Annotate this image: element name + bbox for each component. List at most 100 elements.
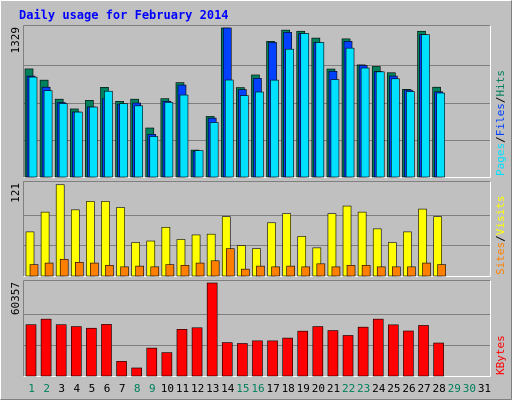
sites-bar <box>165 264 175 277</box>
kbytes-bar <box>282 337 293 377</box>
kbytes-bar <box>131 367 142 377</box>
legend-label-bottom: KBytes <box>494 335 507 375</box>
sites-bar <box>376 266 386 277</box>
day-label: 20 <box>312 382 325 395</box>
legend-label-middle: Sites/Visits <box>494 196 507 276</box>
pages-bar <box>240 95 249 178</box>
panel-bottom <box>23 280 491 377</box>
sites-bar <box>271 266 280 277</box>
pages-bar <box>89 106 98 178</box>
day-label: 14 <box>221 382 235 395</box>
kbytes-bar <box>342 335 354 377</box>
pages-bar <box>406 91 415 178</box>
pages-bar <box>330 79 340 178</box>
kbytes-bar <box>312 326 324 377</box>
pages-bar <box>194 150 204 178</box>
pages-bar <box>345 47 355 178</box>
day-label: 7 <box>119 382 126 395</box>
day-label: 15 <box>236 382 249 395</box>
sites-bar <box>180 265 190 277</box>
legend-part: Hits <box>494 70 507 97</box>
sites-bar <box>195 262 205 277</box>
day-label: 2 <box>43 382 50 395</box>
day-label: 23 <box>357 382 370 395</box>
pages-bar <box>270 79 279 178</box>
sites-bar <box>422 262 431 277</box>
day-label: 22 <box>342 382 355 395</box>
legend-part: Pages <box>494 143 507 176</box>
panel-middle <box>23 181 491 277</box>
pages-bar <box>255 91 264 178</box>
sites-bar <box>150 266 160 277</box>
sites-bar <box>44 262 54 277</box>
pages-bar <box>58 103 68 178</box>
kbytes-bar <box>101 324 112 377</box>
visits-bar <box>116 207 125 277</box>
day-label: 19 <box>297 382 310 395</box>
sites-bar <box>346 265 356 277</box>
pages-bar <box>209 122 219 178</box>
pages-bar <box>315 42 325 178</box>
day-label: 31 <box>478 382 491 395</box>
sites-bar <box>120 266 129 277</box>
legend-part: Sites <box>494 242 507 275</box>
legend-part: KBytes <box>494 335 507 375</box>
day-label: 5 <box>89 382 96 395</box>
legend-part: Visits <box>494 196 507 236</box>
chart-title: Daily usage for February 2014 <box>19 8 229 22</box>
legend-part: / <box>494 97 507 104</box>
kbytes-bar <box>55 324 67 377</box>
legend-part: / <box>494 235 507 242</box>
sites-bar <box>241 268 250 277</box>
kbytes-bar <box>40 318 52 377</box>
visits-bar <box>101 201 110 277</box>
sites-bar <box>210 260 220 277</box>
kbytes-bar <box>372 318 384 377</box>
kbytes-bar <box>221 342 233 377</box>
kbytes-bar <box>433 342 444 377</box>
sites-bar <box>316 263 326 277</box>
day-label: 8 <box>134 382 141 395</box>
kbytes-bar <box>297 330 309 377</box>
kbytes-bar <box>403 330 414 377</box>
sites-bar <box>90 262 99 277</box>
sites-bar <box>29 264 39 277</box>
pages-bar <box>28 76 38 178</box>
day-label: 11 <box>176 382 189 395</box>
sites-bar <box>437 264 446 277</box>
pages-bar <box>119 103 128 178</box>
day-label: 3 <box>58 382 65 395</box>
kbytes-bar <box>116 361 127 377</box>
day-label: 10 <box>161 382 174 395</box>
sites-bar <box>301 266 311 277</box>
kbytes-bar <box>176 329 188 377</box>
kbytes-bar <box>25 324 37 377</box>
kbytes-bar <box>237 343 248 377</box>
day-label: 29 <box>448 382 461 395</box>
kbytes-bar <box>70 326 82 377</box>
pages-bar <box>73 111 83 178</box>
pages-bar <box>300 33 310 178</box>
kbytes-bar <box>418 325 429 377</box>
pages-bar <box>43 90 53 178</box>
day-label: 24 <box>372 382 386 395</box>
day-label: 25 <box>387 382 400 395</box>
day-label: 27 <box>417 382 430 395</box>
day-label: 12 <box>191 382 204 395</box>
day-label: 28 <box>433 382 446 395</box>
day-label: 21 <box>327 382 340 395</box>
day-label: 9 <box>149 382 156 395</box>
day-label: 16 <box>251 382 264 395</box>
sites-bar <box>256 265 265 277</box>
pages-bar <box>360 67 370 178</box>
sites-bar <box>407 266 416 277</box>
sites-bar <box>286 265 295 277</box>
sites-bar <box>74 262 84 277</box>
day-label: 26 <box>402 382 415 395</box>
day-label: 1 <box>28 382 35 395</box>
legend-label-top: Pages/Files/Hits <box>494 70 507 176</box>
kbytes-bar <box>252 340 263 377</box>
kbytes-bar <box>146 347 158 377</box>
day-label: 4 <box>74 382 81 395</box>
kbytes-bar <box>86 327 97 377</box>
